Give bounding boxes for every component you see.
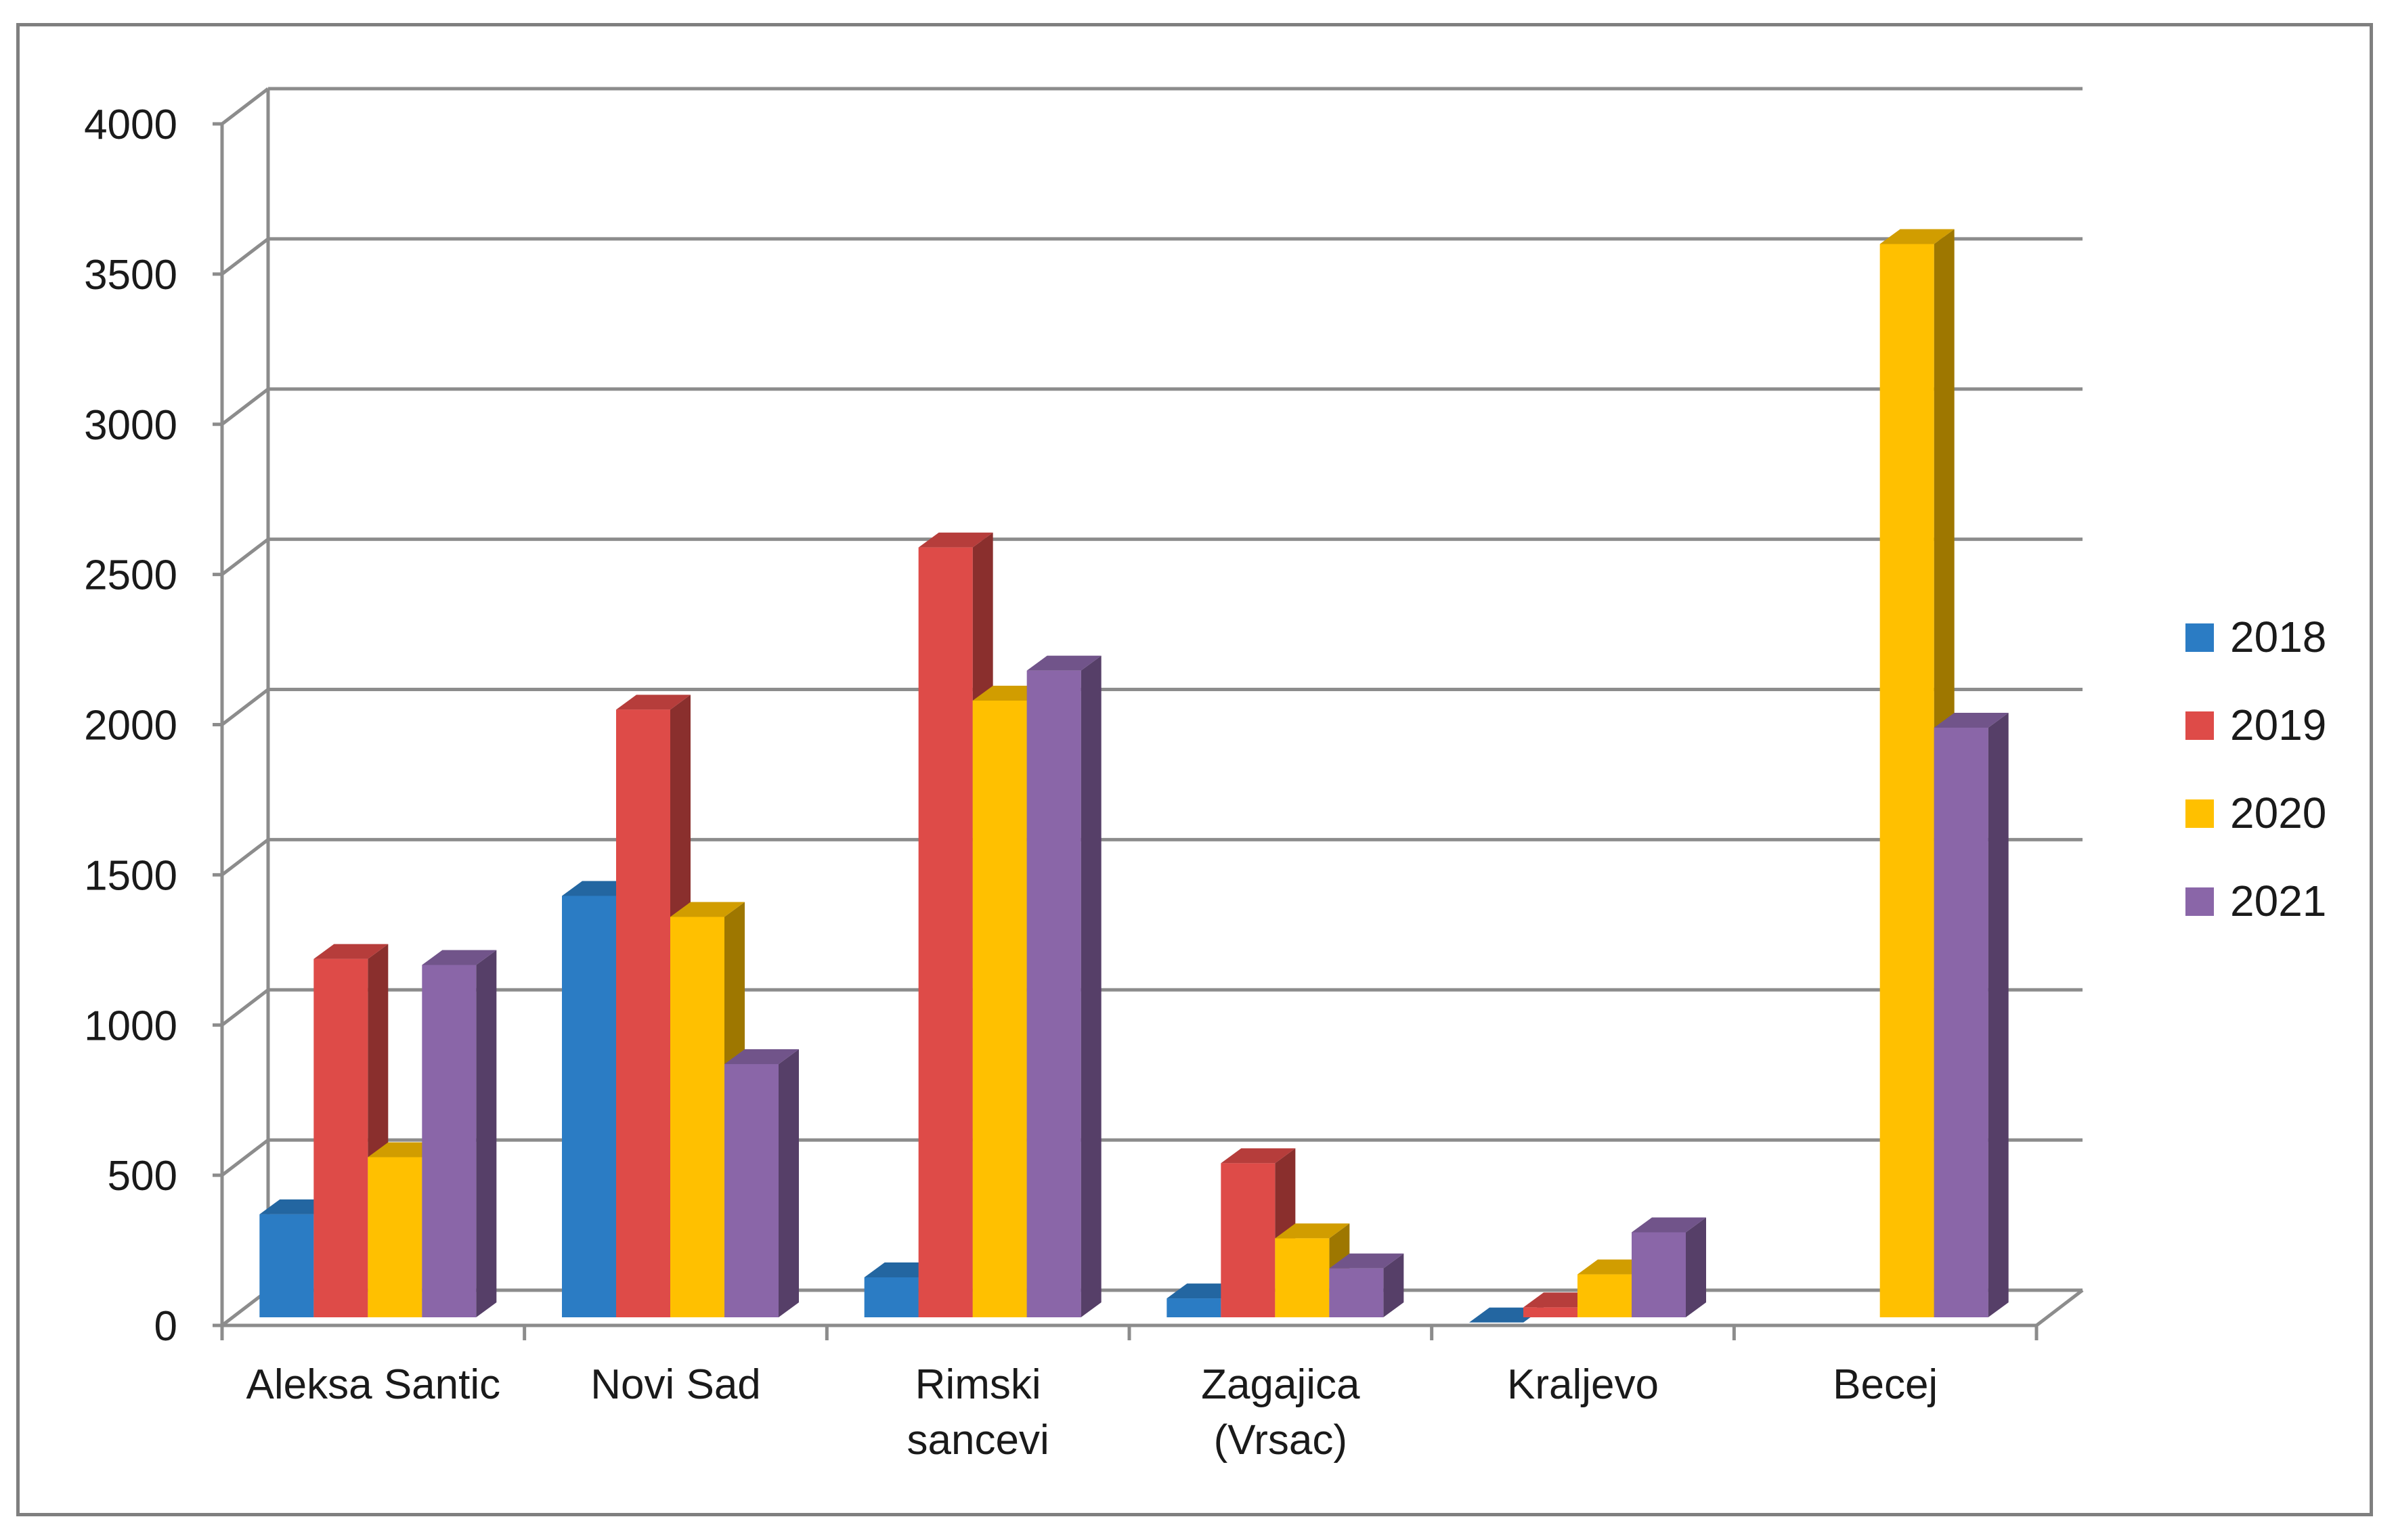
- bar-front: [368, 1157, 422, 1317]
- bar-front: [724, 1063, 779, 1317]
- bar: [1632, 1217, 1706, 1317]
- gridline-depth: [221, 838, 269, 877]
- bar: [1026, 655, 1102, 1317]
- y-tick-label: 3000: [84, 402, 177, 449]
- x-tick-label-line: Aleksa Santic: [246, 1361, 501, 1408]
- bar-top: [422, 950, 497, 965]
- y-tick-label: 2000: [84, 703, 177, 749]
- legend-label: 2019: [2230, 701, 2326, 749]
- bar-front: [864, 1277, 919, 1317]
- bars: [259, 229, 2009, 1323]
- bar-top: [724, 1049, 799, 1064]
- legend-label: 2018: [2230, 613, 2326, 661]
- bar-top: [918, 532, 993, 548]
- legend-label: 2021: [2230, 877, 2326, 925]
- y-tick-label: 3500: [84, 252, 177, 299]
- bar-side: [1988, 712, 2009, 1317]
- bar-front: [1329, 1268, 1384, 1317]
- x-tick-label-line: (Vrsac): [1214, 1417, 1347, 1464]
- gridline-depth: [221, 87, 269, 125]
- y-tick-label: 4000: [84, 102, 177, 148]
- bar-front: [1221, 1163, 1276, 1317]
- x-tick-label-line: Becej: [1833, 1361, 1938, 1408]
- bar-side: [1383, 1253, 1404, 1317]
- y-tick-labels: 0 500 1000 1500 2000 2500 3000 3500 4000: [84, 102, 222, 1350]
- bar-side: [1081, 655, 1102, 1317]
- bar-front: [1026, 670, 1081, 1317]
- bar-side: [779, 1049, 799, 1317]
- x-tick-label: Rimski sancevi: [907, 1361, 1049, 1464]
- bar-top: [1221, 1148, 1296, 1164]
- floor-right-edge: [2035, 1289, 2084, 1327]
- bar-front: [422, 965, 477, 1317]
- gridline-depth: [221, 1139, 269, 1177]
- bar-front: [1577, 1274, 1632, 1317]
- bar: [1329, 1253, 1404, 1317]
- x-tick-label-line: Novi Sad: [590, 1361, 761, 1408]
- x-tick-label-line: Zagajica: [1201, 1361, 1360, 1408]
- gridline-depth: [221, 237, 269, 276]
- bar-front: [1632, 1232, 1686, 1317]
- bar-top: [1329, 1253, 1404, 1269]
- bar-top: [313, 944, 389, 959]
- gridline-depth: [221, 537, 269, 576]
- legend-swatch: [2185, 799, 2214, 828]
- gridline-depth: [221, 688, 269, 726]
- bar-front: [1167, 1298, 1221, 1317]
- y-tick-label: 1500: [84, 852, 177, 899]
- x-tick-label: Becej: [1833, 1361, 1938, 1408]
- legend-label: 2020: [2230, 789, 2326, 837]
- x-tick-label-line: Kraljevo: [1507, 1361, 1659, 1408]
- x-tick-label-line: Rimski: [915, 1361, 1041, 1408]
- y-tick-label: 1000: [84, 1003, 177, 1049]
- legend-swatch: [2185, 623, 2214, 652]
- gridline-depth: [221, 988, 269, 1027]
- bar-front: [670, 917, 724, 1317]
- bar-side: [1686, 1217, 1706, 1317]
- gridline-depth: [221, 387, 269, 426]
- bar-front: [1523, 1307, 1577, 1317]
- x-tick-label: Kraljevo: [1507, 1361, 1659, 1408]
- bar-front: [1879, 244, 1934, 1317]
- bar-top: [1934, 712, 2009, 728]
- y-tick-label: 500: [108, 1153, 177, 1200]
- legend-swatch: [2185, 711, 2214, 740]
- bar-top: [1275, 1223, 1350, 1239]
- bar-top: [1632, 1217, 1706, 1233]
- x-tick-label: Zagajica (Vrsac): [1201, 1361, 1360, 1464]
- bar-top: [616, 695, 691, 710]
- y-tick-label: 0: [154, 1303, 177, 1350]
- bar-top: [1879, 229, 1955, 244]
- bar: [422, 950, 497, 1317]
- bar: [724, 1049, 799, 1317]
- bar-front: [972, 701, 1027, 1317]
- bar-front: [313, 959, 368, 1317]
- gridlines: [221, 87, 2083, 1327]
- bar-front: [1275, 1238, 1330, 1317]
- x-tick-label: Aleksa Santic: [246, 1361, 501, 1408]
- bar: [1934, 712, 2009, 1317]
- bar-front: [1934, 727, 1988, 1317]
- bar-front: [562, 896, 616, 1317]
- bar-front: [918, 547, 973, 1317]
- x-tick-label-line: sancevi: [907, 1417, 1049, 1464]
- bar-top: [670, 902, 745, 917]
- y-tick-label: 2500: [84, 552, 177, 599]
- bar-side: [476, 950, 497, 1317]
- bar-top: [1026, 655, 1102, 671]
- legend-swatch: [2185, 887, 2214, 916]
- bar-front: [259, 1214, 314, 1317]
- legend: 2018 2019 2020 2021: [2185, 613, 2326, 925]
- bar-front: [616, 709, 670, 1317]
- x-tick-label: Novi Sad: [590, 1361, 761, 1408]
